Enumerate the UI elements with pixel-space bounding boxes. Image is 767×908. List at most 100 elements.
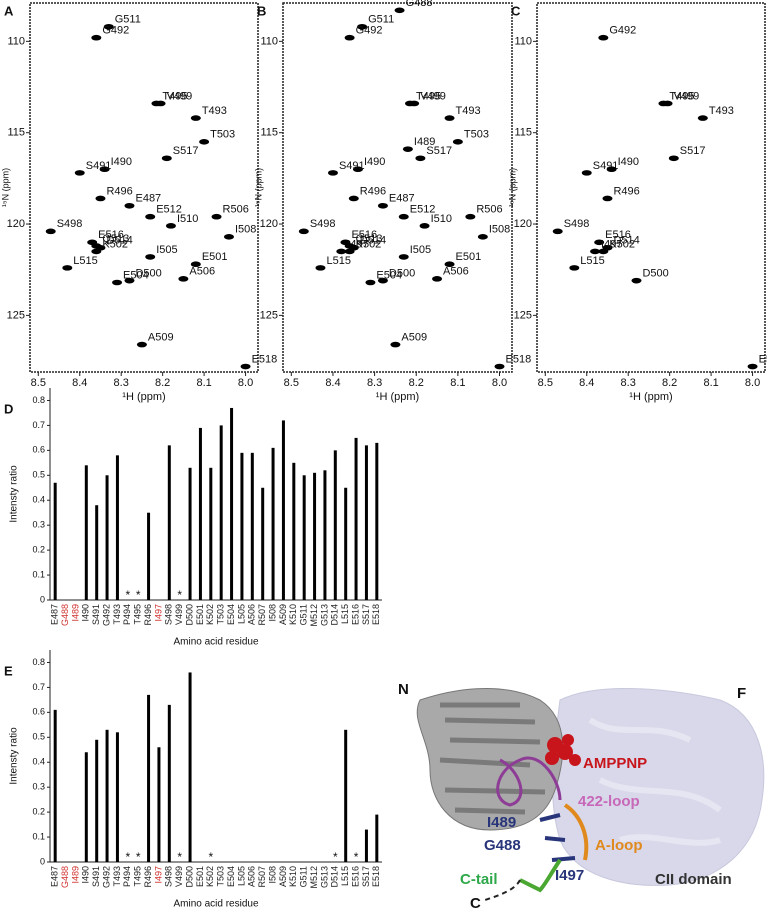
bar (147, 512, 151, 600)
x-tick-label: K502 (205, 866, 215, 887)
y-axis-title: ¹⁵N (ppm) (507, 168, 517, 207)
y-tick-label: 0.3 (32, 782, 45, 792)
a-loop (563, 803, 589, 861)
peak (662, 100, 673, 107)
x-tick-label: E487 (50, 866, 60, 887)
loop-422 (496, 756, 562, 807)
structure-panel: F N AMPPNP 422-loop I489 G488 A-loop I49… (398, 681, 765, 908)
value-label: * (136, 850, 141, 864)
bar (375, 442, 379, 600)
peak-label: V499 (674, 90, 700, 102)
peak-label: T495 (162, 90, 187, 102)
peak-label: R506 (476, 204, 502, 216)
peak (598, 34, 609, 41)
bar (209, 467, 213, 600)
peak-label: L515 (326, 255, 350, 267)
peak-label: S491 (86, 160, 112, 172)
peak-label: D514 (106, 235, 132, 247)
structure-label: I489 (487, 814, 516, 831)
peak (398, 254, 409, 260)
bar (95, 739, 99, 862)
y-tick-label: 0 (40, 856, 45, 866)
peak (452, 139, 463, 145)
peak (99, 166, 110, 173)
peak-label: I489 (414, 136, 435, 148)
plot-frame (536, 2, 766, 373)
peak (124, 277, 135, 284)
peak (161, 155, 172, 162)
x-tick-label: R496 (143, 604, 153, 626)
peak (415, 155, 426, 162)
surface (551, 688, 765, 886)
peak-label: E504 (376, 269, 402, 281)
peak-label: I510 (431, 213, 452, 225)
y-tick-label: 0.7 (32, 420, 45, 430)
peak-label: E516 (351, 229, 377, 241)
x-tick-label: S498 (164, 866, 174, 887)
x-tick-label: 8.0 (238, 377, 253, 389)
peak-label: L515 (580, 255, 604, 267)
x-axis-title: Amino acid residue (173, 899, 258, 908)
peak (165, 223, 176, 229)
bar (375, 814, 379, 862)
y-tick-label: 115 (514, 127, 532, 139)
bar (281, 420, 285, 600)
value-label: * (333, 850, 338, 864)
peak-label: L515 (73, 255, 97, 267)
bar (188, 672, 192, 862)
y-tick-label: 110 (514, 35, 532, 47)
panel-label: A (4, 3, 14, 18)
peak-label: I505 (156, 244, 177, 256)
x-tick-label: R507 (257, 866, 267, 888)
x-tick-label: R507 (257, 604, 267, 626)
bar (115, 732, 119, 862)
x-tick-label: E516 (350, 866, 360, 887)
y-tick-label: 120 (7, 218, 25, 230)
x-tick-label: 8.4 (72, 377, 87, 389)
peak (352, 166, 363, 173)
structure-label: G488 (484, 837, 521, 854)
x-tick-label: L515 (340, 604, 350, 624)
x-tick-label: E504 (226, 604, 236, 625)
peak-label: T495 (669, 90, 694, 102)
panel-label: F (737, 685, 746, 702)
peak-label: G492 (609, 25, 636, 37)
y-axis-title: ¹⁵N (ppm) (253, 168, 263, 207)
x-tick-label: 8.3 (367, 377, 382, 389)
peak-label: E518 (759, 353, 767, 365)
peak-label: K502 (102, 238, 128, 250)
x-tick-label: T493 (112, 604, 122, 625)
x-tick-label: E516 (350, 604, 360, 625)
peak (45, 228, 56, 235)
peak (398, 213, 409, 220)
peak-label: I505 (410, 244, 431, 256)
peak (419, 223, 430, 229)
x-tick-label: T493 (112, 866, 122, 887)
peak-label: S491 (339, 160, 365, 172)
x-tick-label: S491 (91, 866, 101, 887)
value-label: * (208, 850, 213, 864)
peak (697, 115, 708, 121)
peak-label: R496 (613, 185, 639, 197)
y-tick-label: 0.5 (32, 732, 45, 742)
x-tick-label: A509 (278, 604, 288, 625)
x-tick-label: T503 (216, 866, 226, 887)
peak (494, 363, 505, 370)
peak (112, 279, 123, 286)
structure-label: I497 (555, 867, 584, 884)
bar (250, 452, 254, 600)
y-tick-label: 110 (260, 35, 278, 47)
y-tick-label: 125 (260, 309, 278, 321)
x-tick-label: 8.5 (538, 377, 553, 389)
helices (439, 702, 546, 815)
x-tick-label: S517 (361, 866, 371, 887)
x-tick-label: I490 (81, 866, 91, 884)
x-tick-label: 8.3 (114, 377, 129, 389)
y-tick-label: 0.2 (32, 544, 45, 554)
peak-label: D514 (613, 235, 639, 247)
x-tick-label: 8.2 (409, 377, 424, 389)
peak (103, 23, 114, 30)
x-tick-label: G511 (299, 604, 309, 625)
x-tick-label: 8.0 (745, 377, 760, 389)
peak-label: S517 (173, 145, 199, 157)
